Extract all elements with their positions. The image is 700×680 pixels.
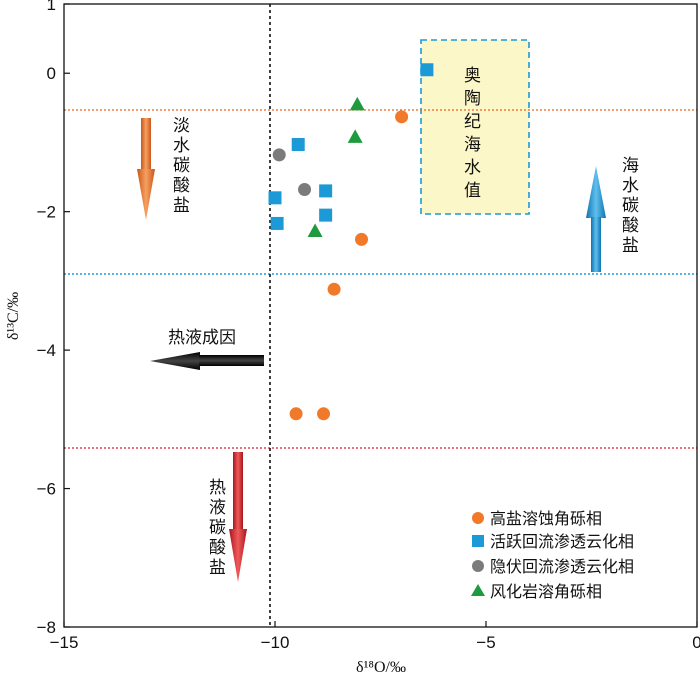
data-point-square bbox=[420, 63, 434, 77]
data-point-square bbox=[268, 191, 282, 205]
data-point-square bbox=[270, 216, 284, 230]
data-point-circle bbox=[272, 148, 286, 162]
data-point-circle bbox=[327, 282, 341, 296]
data-point-circle bbox=[355, 232, 369, 246]
legend: 高盐溶蚀角砾相 活跃回流渗透云化相 隐伏回流渗透云化相 风化岩溶角砾相 bbox=[471, 509, 634, 601]
x-tick-label: −15 bbox=[50, 633, 79, 652]
legend-marker-triangle-green bbox=[471, 584, 485, 596]
region-label: 奥陶纪海水值 bbox=[460, 66, 481, 204]
y-tick-label: 0 bbox=[47, 64, 56, 83]
legend-marker-square-blue bbox=[472, 535, 484, 547]
hydrothermal-left-arrow bbox=[150, 352, 264, 370]
hydrothermal-carbonate-label: 热液碳酸盐 bbox=[205, 478, 226, 578]
legend-item-latent-reflux: 隐伏回流渗透云化相 bbox=[472, 557, 634, 576]
x-tick-label: 0 bbox=[692, 633, 700, 652]
y-tick-label: −2 bbox=[37, 203, 56, 222]
y-tick-label: −4 bbox=[37, 341, 56, 360]
data-point-circle bbox=[395, 110, 409, 124]
freshwater-carbonate-label: 淡水碳酸盐 bbox=[169, 116, 190, 216]
data-point-triangle bbox=[347, 129, 363, 143]
hydrothermal-down-arrow bbox=[229, 452, 247, 582]
data-point-circle bbox=[298, 183, 312, 197]
y-tick-label: −8 bbox=[37, 618, 56, 637]
freshwater-down-arrow bbox=[137, 118, 155, 220]
data-point-circle bbox=[289, 407, 303, 421]
data-point-triangle bbox=[349, 96, 365, 111]
plot-frame bbox=[63, 3, 698, 628]
y-axis-title: δ¹³C/‰ bbox=[5, 292, 22, 340]
data-point-square bbox=[291, 138, 305, 152]
data-point-circle bbox=[317, 407, 331, 421]
legend-item-weathered-karst: 风化岩溶角砾相 bbox=[471, 582, 602, 601]
ordovician-seawater-region bbox=[420, 39, 530, 215]
x-axis-title: δ¹⁸O/‰ bbox=[356, 659, 406, 676]
y-tick-label: −6 bbox=[37, 480, 56, 499]
axis-ticks: −15 −10 −5 0 −8 −6 −4 −2 0 1 bbox=[37, 0, 700, 652]
legend-marker-circle-gray bbox=[472, 560, 484, 572]
seawater-carbonate-label: 海水碳酸盐 bbox=[618, 156, 639, 256]
legend-label: 隐伏回流渗透云化相 bbox=[490, 557, 634, 576]
legend-item-high-salinity: 高盐溶蚀角砾相 bbox=[472, 509, 602, 528]
hydrothermal-origin-label: 热液成因 bbox=[168, 328, 236, 348]
data-point-square bbox=[319, 208, 333, 222]
legend-marker-circle-orange bbox=[472, 512, 484, 524]
legend-label: 高盐溶蚀角砾相 bbox=[490, 509, 602, 528]
x-tick-label: −10 bbox=[261, 633, 290, 652]
y-tick-label: 1 bbox=[47, 0, 56, 14]
data-point-triangle bbox=[307, 223, 323, 238]
data-points bbox=[268, 63, 434, 421]
seawater-up-arrow bbox=[586, 166, 606, 272]
x-tick-label: −5 bbox=[476, 633, 495, 652]
legend-label: 活跃回流渗透云化相 bbox=[490, 532, 634, 551]
legend-label: 风化岩溶角砾相 bbox=[490, 582, 602, 601]
data-point-square bbox=[319, 184, 333, 198]
legend-item-active-reflux: 活跃回流渗透云化相 bbox=[472, 532, 634, 551]
